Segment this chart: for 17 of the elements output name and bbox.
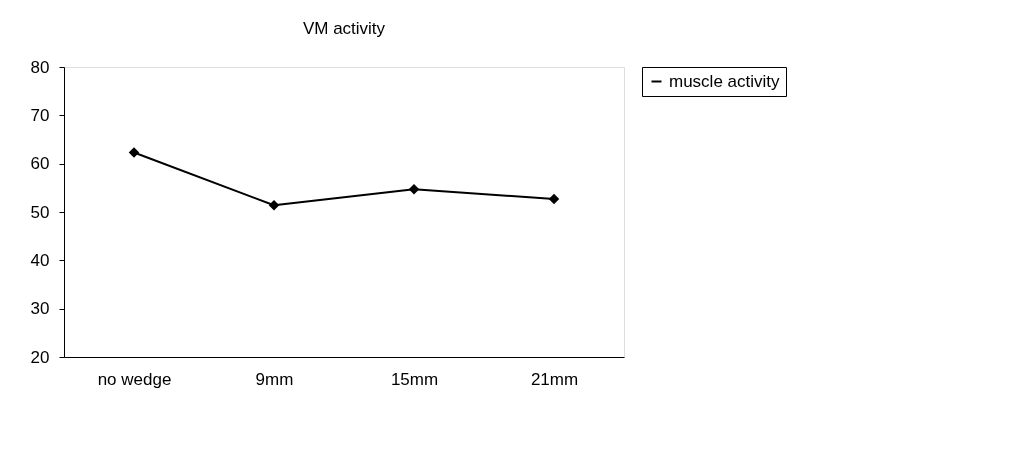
y-tick-label: 80 [30, 57, 50, 77]
y-tick-label: 20 [30, 347, 50, 367]
point [268, 199, 280, 211]
x-tick-label: 9mm [255, 369, 294, 389]
y-tick-label: 30 [30, 299, 50, 319]
x-tick-label: no wedge [97, 369, 172, 389]
point [408, 184, 420, 195]
y-tick-label: 70 [30, 105, 50, 125]
x-tick-label: 21mm [530, 369, 579, 389]
legend-label: muscle activity [669, 71, 781, 91]
chart-title: VM activity [302, 19, 386, 38]
y-tick-label: 60 [30, 154, 50, 174]
y-tick-label: 50 [30, 202, 50, 222]
point [128, 147, 140, 158]
point [548, 193, 560, 205]
y-tick-label: 40 [30, 250, 50, 270]
x-tick-label: 15mm [390, 369, 439, 389]
